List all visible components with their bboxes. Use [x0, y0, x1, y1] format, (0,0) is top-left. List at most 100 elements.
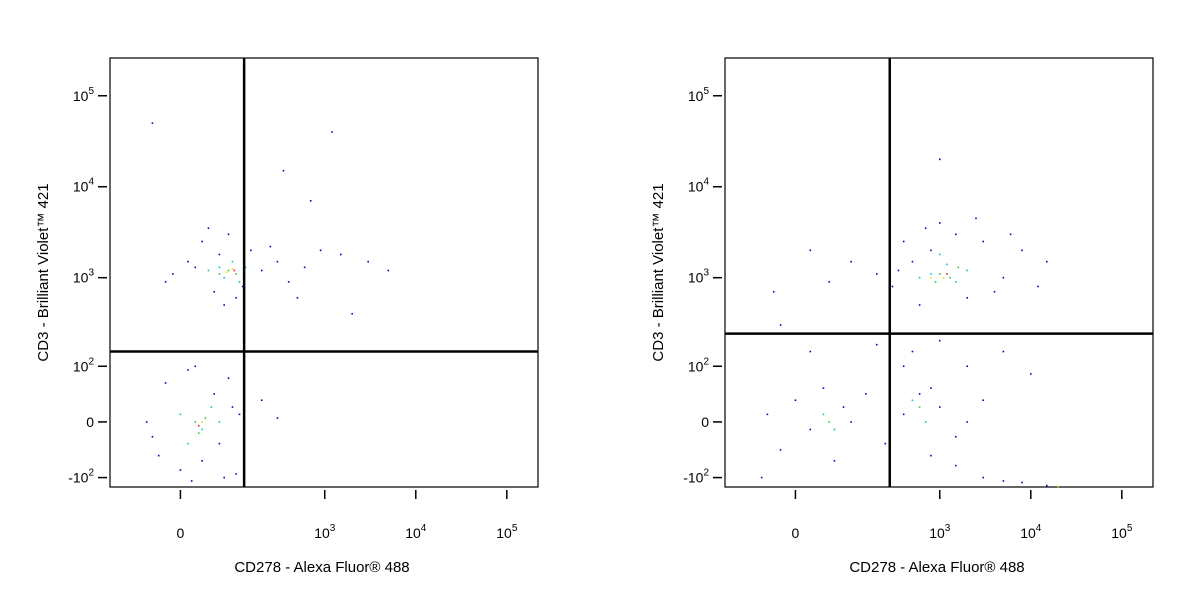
event-dot	[918, 304, 921, 306]
event-dot	[172, 273, 174, 275]
event-dot	[303, 266, 306, 269]
event-dot	[204, 417, 207, 419]
event-dot	[966, 421, 968, 423]
event-dot	[954, 464, 957, 467]
event-dot	[194, 266, 197, 269]
plot-frame	[724, 57, 1154, 488]
tick-exponent: 4	[703, 177, 709, 188]
tick-exponent: 5	[512, 523, 518, 534]
event-dot	[930, 273, 932, 275]
event-dot	[993, 290, 996, 293]
event-dot	[949, 276, 951, 279]
event-dot	[938, 406, 941, 408]
event-dot	[201, 240, 203, 243]
event-dot	[260, 399, 263, 402]
tick-exponent: 2	[88, 356, 94, 367]
event-dot	[924, 227, 927, 230]
event-dot	[223, 276, 225, 279]
event-dot	[850, 421, 852, 423]
tick-exponent: 2	[703, 468, 709, 479]
event-dot	[975, 217, 977, 220]
event-dot	[227, 269, 230, 272]
tick-exponent: 5	[1127, 523, 1133, 534]
event-dot	[833, 460, 836, 462]
event-dot	[238, 281, 241, 283]
event-dot	[201, 428, 203, 431]
event-dot	[982, 399, 984, 402]
event-dot	[231, 260, 234, 263]
event-dot	[250, 249, 252, 252]
tick-label: 0	[177, 525, 185, 541]
event-dot	[1046, 484, 1048, 487]
event-dot	[269, 245, 272, 248]
tick-label: -102	[683, 468, 709, 486]
event-dot	[197, 424, 200, 427]
event-dot	[164, 281, 167, 283]
event-dot	[865, 393, 867, 395]
tick-exponent: 3	[88, 268, 94, 279]
event-dot	[966, 297, 968, 299]
event-dot	[213, 290, 215, 293]
event-dot	[276, 260, 279, 263]
event-dot	[179, 413, 182, 416]
tick-base: 10	[73, 179, 89, 195]
event-dot	[902, 240, 905, 243]
tick-base: 10	[688, 88, 704, 104]
event-dot	[1021, 481, 1023, 484]
event-dot	[319, 249, 322, 252]
event-dot	[241, 285, 244, 288]
tick-label: 104	[1020, 523, 1042, 541]
event-dot	[1057, 485, 1059, 488]
tick-exponent: 4	[88, 177, 94, 188]
event-dot	[822, 413, 825, 416]
event-dot	[875, 343, 878, 346]
event-dot	[884, 442, 887, 445]
tick-exponent: 5	[703, 86, 709, 97]
event-dot	[387, 269, 390, 272]
event-dot	[809, 350, 812, 353]
event-dot	[235, 297, 237, 299]
tick-label: 103	[73, 268, 95, 286]
event-dot	[897, 269, 900, 272]
event-dot	[918, 393, 921, 395]
event-dot	[938, 253, 941, 256]
event-dot	[924, 421, 927, 423]
event-dot	[930, 454, 932, 457]
tick-label: 102	[73, 356, 95, 374]
event-dot	[1002, 350, 1005, 353]
event-dot	[207, 227, 210, 230]
tick-base: 10	[496, 525, 512, 541]
tick-label: 0	[701, 414, 709, 430]
tick-exponent: 2	[703, 356, 709, 367]
event-dot	[151, 122, 154, 124]
tick-exponent: 3	[703, 268, 709, 279]
event-dot	[260, 269, 263, 272]
event-dot	[225, 271, 228, 273]
event-dot	[938, 158, 941, 161]
tick-label: -102	[68, 468, 94, 486]
tick-base: 10	[688, 270, 704, 286]
event-dot	[934, 281, 937, 283]
event-dot	[822, 387, 825, 389]
event-dot	[231, 268, 234, 270]
event-dot	[238, 413, 241, 416]
event-dot	[918, 276, 921, 279]
event-dot	[331, 131, 333, 133]
event-dot	[276, 417, 279, 419]
event-dot	[850, 260, 852, 263]
event-dot	[190, 480, 193, 482]
event-dot	[218, 442, 221, 445]
event-dot	[911, 350, 914, 353]
event-dot	[164, 382, 167, 384]
event-dot	[1021, 249, 1023, 252]
tick-label: 104	[405, 523, 427, 541]
x-axis-label: CD278 - Alexa Fluor® 488	[234, 559, 409, 576]
event-dot	[367, 260, 369, 263]
event-dot	[207, 269, 210, 272]
tick-base: 10	[1020, 525, 1036, 541]
event-dot	[179, 469, 182, 471]
tick-label: 105	[496, 523, 518, 541]
event-dot	[157, 454, 160, 457]
event-dot	[235, 273, 237, 275]
event-dot	[197, 432, 200, 434]
